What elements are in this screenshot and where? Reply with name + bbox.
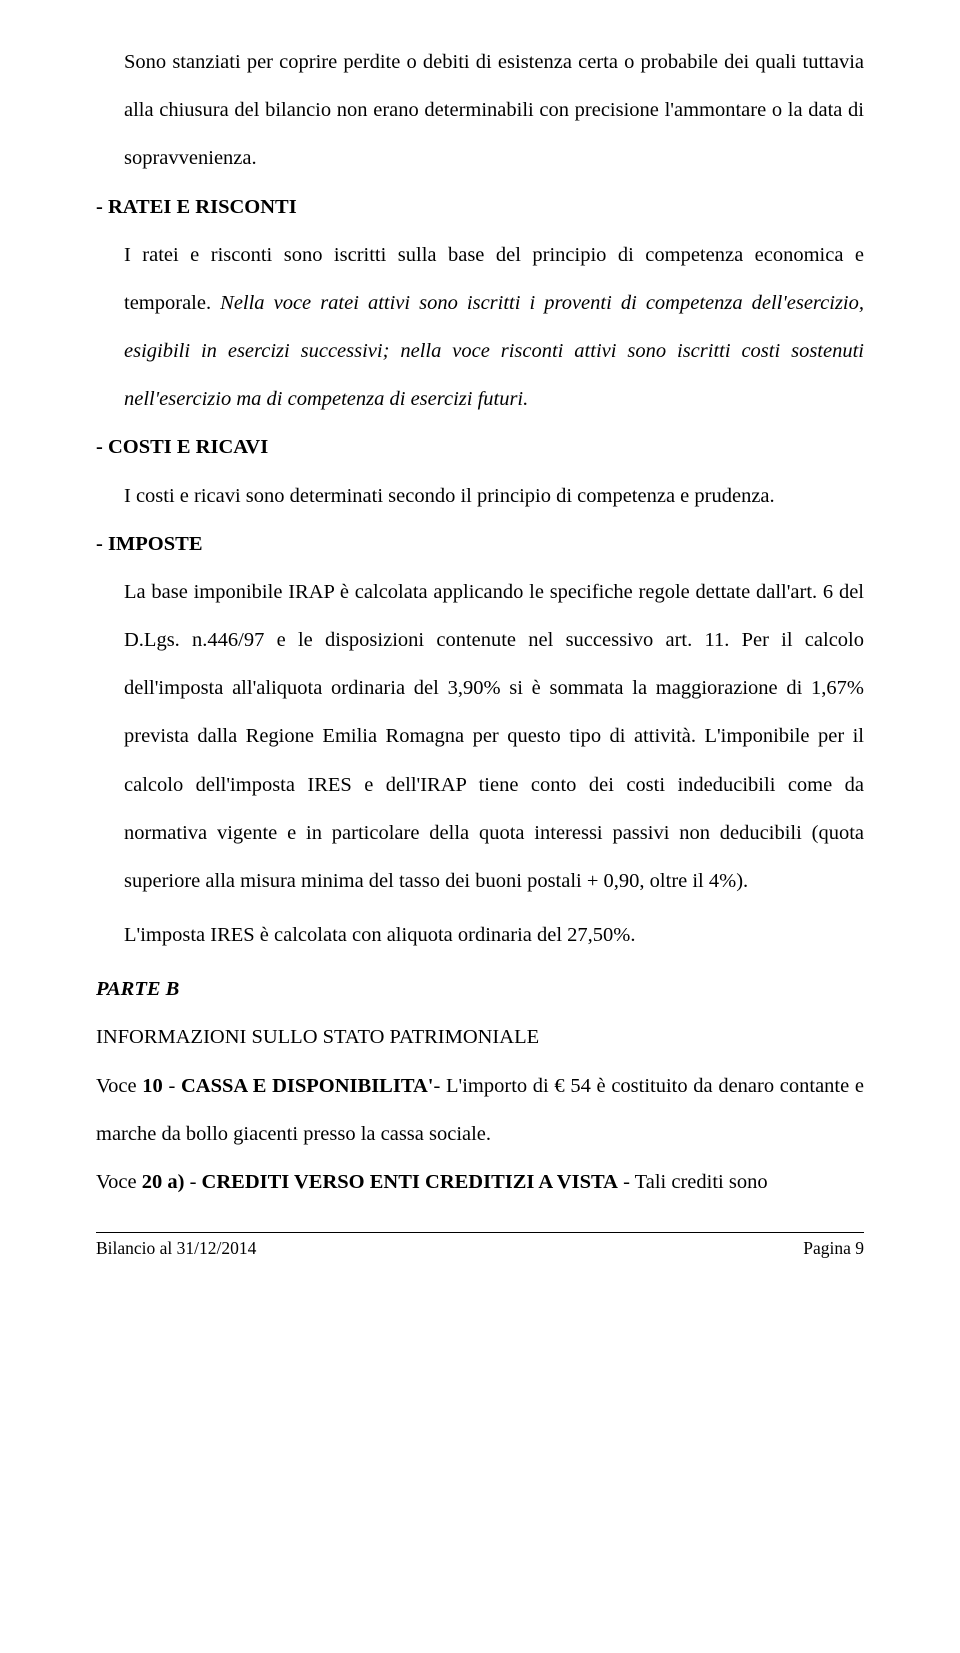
voce-10-line: Voce 10 - CASSA E DISPONIBILITA'- L'impo…: [96, 1062, 864, 1158]
voce-20-bold: CREDITI VERSO ENTI CREDITIZI A VISTA: [202, 1171, 618, 1193]
voce-10-mid: -: [163, 1075, 181, 1097]
voce-20-number: 20 a): [142, 1171, 185, 1193]
voce-20-line: Voce 20 a) - CREDITI VERSO ENTI CREDITIZ…: [96, 1158, 864, 1206]
voce-20-prefix: Voce: [96, 1171, 142, 1193]
section-title-imposte: - IMPOSTE: [96, 520, 864, 568]
voce-20-mid: -: [184, 1171, 201, 1193]
voce-10-number: 10: [142, 1075, 163, 1097]
para-imposte-ires: L'imposta IRES è calcolata con aliquota …: [96, 911, 864, 959]
section-title-ratei: - RATEI E RISCONTI: [96, 183, 864, 231]
voce-20-rest: - Tali crediti sono: [618, 1171, 768, 1193]
para-imposte-main: La base imponibile IRAP è calcolata appl…: [96, 568, 864, 905]
para-costi: I costi e ricavi sono determinati second…: [96, 472, 864, 520]
footer-left: Bilancio al 31/12/2014: [96, 1234, 256, 1262]
para-fondi-rischi: Sono stanziati per coprire perdite o deb…: [96, 38, 864, 183]
section-title-costi-real: - COSTI E RICAVI: [96, 423, 864, 471]
parte-b-heading: PARTE B: [96, 965, 864, 1013]
footer-right: Pagina 9: [803, 1234, 864, 1262]
voce-10-prefix: Voce: [96, 1075, 142, 1097]
para-ratei: I ratei e risconti sono iscritti sulla b…: [96, 231, 864, 424]
voce-10-bold: CASSA E DISPONIBILITA': [181, 1075, 434, 1097]
page-footer: Bilancio al 31/12/2014 Pagina 9: [96, 1232, 864, 1262]
parte-b-label: PARTE B: [96, 978, 179, 1000]
para-ratei-part2-italic: Nella voce ratei attivi sono iscritti i …: [124, 292, 864, 410]
parte-b-subheading: INFORMAZIONI SULLO STATO PATRIMONIALE: [96, 1013, 864, 1061]
